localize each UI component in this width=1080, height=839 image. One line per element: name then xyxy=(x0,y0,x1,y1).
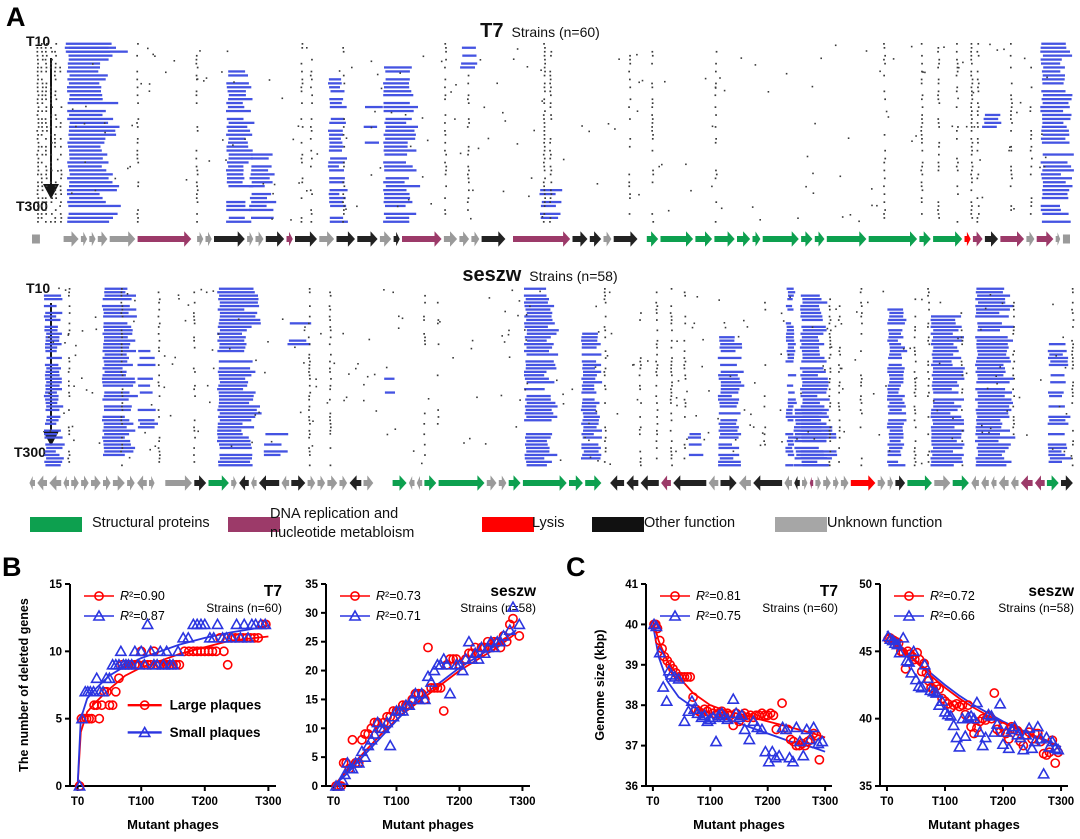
svg-text:T100: T100 xyxy=(383,796,409,808)
chart-c-t7: 36 37 38 39 40 41 T0 T100 T200 T300 Genome size (k… xyxy=(593,579,838,832)
svg-text:Genome size (kbp): Genome size (kbp) xyxy=(593,629,607,740)
svg-text:10: 10 xyxy=(305,723,318,735)
panel-b-label: B xyxy=(2,552,22,582)
map-t7-time-start: T10 xyxy=(26,33,51,49)
panel-a-label: A xyxy=(6,2,26,32)
map-t7-time-end: T300 xyxy=(16,198,48,214)
svg-text:T200: T200 xyxy=(192,796,218,808)
map-seszw-title: seszw Strains (n=58) xyxy=(380,264,700,287)
legend-label-unknown-function: Unknown function xyxy=(827,515,943,531)
svg-text:35: 35 xyxy=(859,781,872,793)
svg-text:38: 38 xyxy=(625,700,638,712)
svg-text:R²=0.81: R²=0.81 xyxy=(696,589,741,603)
legend-chip-structural xyxy=(30,517,82,532)
svg-text:T0: T0 xyxy=(327,796,340,808)
map-t7-name: T7 xyxy=(480,20,504,42)
map-seszw-time-start: T10 xyxy=(26,280,51,296)
svg-text:20: 20 xyxy=(305,666,318,678)
legend-label-lysis: Lysis xyxy=(532,515,565,531)
svg-text:40: 40 xyxy=(859,714,872,726)
svg-text:Large plaques: Large plaques xyxy=(170,698,262,713)
svg-text:Strains (n=60): Strains (n=60) xyxy=(206,601,282,615)
svg-text:T200: T200 xyxy=(755,796,781,808)
svg-text:The number of deleted genes: The number of deleted genes xyxy=(17,598,31,772)
svg-text:Strains (n=60): Strains (n=60) xyxy=(762,601,838,615)
svg-text:10: 10 xyxy=(49,646,62,658)
map-seszw-time-end: T300 xyxy=(14,444,46,460)
svg-text:T200: T200 xyxy=(446,796,472,808)
svg-text:Strains (n=58): Strains (n=58) xyxy=(998,601,1074,615)
svg-text:T100: T100 xyxy=(932,796,958,808)
svg-text:R²=0.75: R²=0.75 xyxy=(696,609,741,623)
svg-text:0: 0 xyxy=(56,781,62,793)
svg-text:45: 45 xyxy=(859,646,872,658)
svg-text:T0: T0 xyxy=(71,796,84,808)
svg-text:Small plaques: Small plaques xyxy=(170,725,261,740)
svg-text:T300: T300 xyxy=(509,796,535,808)
map-seszw-gene-map xyxy=(28,472,1074,494)
svg-text:Mutant phages: Mutant phages xyxy=(693,817,785,832)
svg-text:36: 36 xyxy=(625,781,638,793)
svg-text:37: 37 xyxy=(625,741,638,753)
map-t7-title: T7 Strains (n=60) xyxy=(380,20,700,43)
svg-text:T300: T300 xyxy=(255,796,281,808)
map-t7-time-arrow-head xyxy=(43,184,59,199)
svg-text:seszw: seszw xyxy=(1028,583,1075,600)
legend-chip-unknown-function xyxy=(775,517,827,532)
svg-text:39: 39 xyxy=(625,660,638,672)
svg-text:T0: T0 xyxy=(646,796,659,808)
svg-text:30: 30 xyxy=(305,608,318,620)
svg-text:R²=0.72: R²=0.72 xyxy=(930,589,975,603)
map-t7-deletion-map xyxy=(36,42,1074,223)
svg-text:T200: T200 xyxy=(990,796,1016,808)
panel-c-label: C xyxy=(566,552,586,582)
svg-text:0: 0 xyxy=(312,781,318,793)
legend-label-other-function: Other function xyxy=(644,515,736,531)
map-t7-time-arrow-line xyxy=(50,58,52,184)
legend-chip-dna-replication xyxy=(228,517,280,532)
map-seszw-name: seszw xyxy=(462,264,522,286)
map-seszw-subtitle: Strains (n=58) xyxy=(529,268,618,284)
svg-text:35: 35 xyxy=(305,579,318,591)
chart-b-seszw: 0 5 10 15 20 25 30 35 T0 T100 T200 T300 Mutant phage… xyxy=(305,579,537,832)
svg-text:5: 5 xyxy=(56,714,63,726)
svg-text:T300: T300 xyxy=(812,796,838,808)
svg-text:Mutant phages: Mutant phages xyxy=(382,817,474,832)
chart-b-t7: 0 5 10 15 T0 T100 T200 T300 The number of delete… xyxy=(17,579,282,832)
svg-text:25: 25 xyxy=(305,637,318,649)
map-seszw-time-arrow-line xyxy=(50,303,52,431)
svg-text:15: 15 xyxy=(305,694,318,706)
svg-text:T300: T300 xyxy=(1048,796,1074,808)
svg-text:T7: T7 xyxy=(264,583,282,600)
svg-text:Strains (n=58): Strains (n=58) xyxy=(460,601,536,615)
svg-text:seszw: seszw xyxy=(490,583,537,600)
svg-text:T7: T7 xyxy=(820,583,838,600)
svg-text:Mutant phages: Mutant phages xyxy=(127,817,219,832)
map-t7-subtitle: Strains (n=60) xyxy=(511,24,600,40)
svg-text:50: 50 xyxy=(859,579,872,591)
legend-chip-lysis xyxy=(482,517,534,532)
svg-text:T0: T0 xyxy=(880,796,893,808)
svg-text:41: 41 xyxy=(625,579,638,591)
svg-text:R²=0.90: R²=0.90 xyxy=(120,589,165,603)
svg-text:5: 5 xyxy=(312,752,319,764)
chart-c-seszw: 35 40 45 50 T0 T100 T200 T300 Mutant phages R²=0.… xyxy=(859,579,1075,832)
svg-text:R²=0.87: R²=0.87 xyxy=(120,609,165,623)
svg-text:R²=0.71: R²=0.71 xyxy=(376,609,421,623)
map-t7-gene-map xyxy=(32,228,1070,250)
legend-label-structural: Structural proteins xyxy=(92,515,210,531)
svg-text:T100: T100 xyxy=(128,796,154,808)
svg-text:Mutant phages: Mutant phages xyxy=(928,817,1020,832)
svg-text:15: 15 xyxy=(49,579,62,591)
svg-text:R²=0.73: R²=0.73 xyxy=(376,589,421,603)
legend-chip-other-function xyxy=(592,517,644,532)
svg-text:R²=0.66: R²=0.66 xyxy=(930,609,975,623)
legend-label-dna-replication: DNA replication and nucleotide metablois… xyxy=(270,506,415,541)
map-seszw-deletion-map xyxy=(43,287,1075,467)
svg-text:40: 40 xyxy=(625,619,638,631)
svg-text:T100: T100 xyxy=(697,796,723,808)
